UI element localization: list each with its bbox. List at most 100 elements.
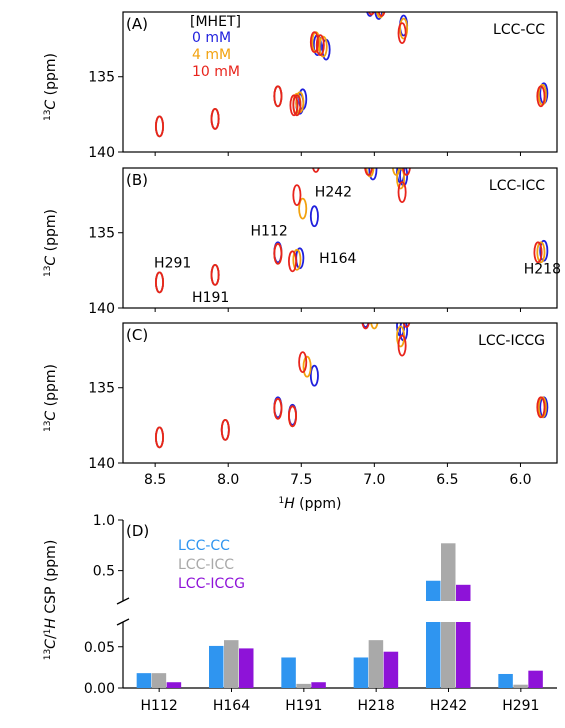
y-tick-label: 1.0 (93, 513, 115, 529)
csp-bar-chart: 0.5 1.0 0.00 0.05 H112 H164 H191 H218 H242 H291 LC… (43, 513, 557, 714)
peak-10-mM (397, 334, 407, 357)
panel-frame (122, 11, 558, 153)
peak-10-mM (210, 108, 220, 130)
bar-LCC-CC-lower (426, 622, 441, 688)
panel-label: (A) (126, 15, 148, 33)
x-tick-label: 7.5 (290, 472, 312, 488)
peak-10-mM (289, 94, 299, 117)
x-tick-label: 8.0 (217, 472, 239, 488)
legend-entry: LCC-CC (178, 538, 230, 554)
y-tick-label: 135 (88, 381, 115, 397)
category-label: H112 (141, 698, 178, 714)
panel-label: (B) (126, 171, 148, 189)
y-axis-label: 13C (ppm) (43, 209, 59, 277)
peak-4-mM (292, 248, 302, 271)
y-axis-label: 13C (ppm) (43, 53, 59, 121)
peak-10-mM (154, 426, 164, 449)
bar-LCC-ICCG-upper (456, 584, 471, 601)
peak-10-mM (287, 250, 297, 273)
panel-frame (122, 167, 558, 309)
panel-annotation: LCC-CC (493, 22, 545, 38)
y-axis-label: 13C (ppm) (43, 364, 59, 432)
peak-10-mM (314, 12, 318, 13)
bar-LCC-CC (353, 657, 369, 688)
peak-10-mM (402, 323, 411, 328)
spectrum-panel-1: 135 140 (B) LCC-ICC 13C (ppm) H242 H112 H291 H16… (43, 167, 561, 317)
peak-10-mM (536, 85, 546, 108)
peak-0-mM (366, 12, 374, 17)
panel-label: (C) (126, 326, 148, 344)
category-label: H291 (502, 698, 539, 714)
peak-10-mM (220, 418, 230, 441)
peak-10-mM (402, 168, 411, 176)
peak-10-mM (273, 85, 283, 108)
bar-LCC-ICCG (383, 651, 399, 688)
bar-LCC-ICC (513, 684, 528, 688)
peak-10-mM (273, 397, 283, 420)
peak-10-mM (298, 351, 308, 374)
peak-10-mM (315, 34, 325, 56)
peak-0-mM (361, 323, 370, 328)
peak-10-mM (364, 168, 373, 176)
residue-label: H112 (251, 224, 288, 240)
peak-0-mM (309, 364, 319, 387)
peaks (154, 168, 549, 294)
bar-LCC-ICC (224, 640, 239, 688)
bar-LCC-ICCG (528, 670, 543, 688)
peak-10-mM (312, 168, 320, 173)
category-label: H164 (213, 698, 250, 714)
peak-10-mM (377, 12, 386, 17)
bar-LCC-ICCG (311, 682, 326, 688)
bar-LCC-ICC (368, 640, 384, 688)
panel-annotation: LCC-ICC (489, 178, 545, 194)
peak-10-mM (154, 271, 164, 294)
residue-label: H218 (524, 261, 561, 277)
legend-title: [MHET] (190, 14, 241, 30)
y-tick-label: 140 (88, 301, 115, 317)
peak-10-mM (309, 31, 319, 53)
residue-label: H291 (154, 255, 191, 271)
y-tick-label: 140 (88, 145, 115, 161)
legend-entry: 0 mM (192, 30, 231, 46)
bar-LCC-ICC-lower (441, 622, 456, 688)
peaks (154, 12, 549, 138)
bar-LCC-CC-upper (426, 580, 441, 601)
peak-10-mM (287, 405, 297, 428)
peak-10-mM (314, 323, 318, 324)
bar-LCC-ICCG-lower (456, 622, 471, 688)
residue-label: H242 (315, 185, 352, 201)
peak-0-mM (368, 168, 378, 181)
bar-LCC-ICCG (166, 682, 182, 688)
x-tick-label: 6.5 (436, 472, 458, 488)
peak-4-mM (391, 168, 401, 176)
peak-10-mM (397, 22, 407, 44)
y-tick-label: 140 (88, 456, 115, 472)
peak-10-mM (292, 184, 302, 207)
peak-10-mM (273, 242, 283, 265)
bar-LCC-ICC (296, 683, 311, 688)
x-tick-label: 8.5 (144, 472, 166, 488)
peak-10-mM (405, 12, 408, 13)
bar-LCC-ICCG (239, 648, 254, 688)
peak-10-mM (536, 396, 546, 419)
spectrum-panel-0: 135 140 (A) LCC-CC 13C (ppm) [MHET]0 mM4 mM10… (43, 11, 558, 161)
category-label: H242 (430, 698, 467, 714)
bar-LCC-CC (498, 673, 513, 688)
y-tick-label: 135 (88, 226, 115, 242)
peak-4-mM (370, 323, 379, 330)
nmr-spectra-panels: 135 140 (A) LCC-CC 13C (ppm) [MHET]0 mM4 mM10… (43, 11, 561, 512)
panel-label: (D) (126, 522, 149, 540)
axis-break-mark (116, 618, 130, 626)
residue-label: H191 (192, 290, 229, 306)
legend-entry: 10 mM (192, 64, 240, 80)
peak-10-mM (533, 241, 543, 264)
peak-10-mM (397, 181, 407, 204)
peak-4-mM (399, 17, 409, 40)
bar-LCC-CC (136, 673, 152, 688)
y-axis-label: 13C/1H CSP (ppm) (43, 540, 59, 661)
peak-10-mM (368, 12, 375, 16)
peak-10-mM (210, 263, 220, 286)
x-axis-label: 1H (ppm) (278, 496, 341, 512)
peak-0-mM (309, 205, 319, 228)
spectrum-panel-2: 135 140 8.5 8.0 7.5 7.0 6.5 6.0 (C) LCC-ICCG 13C (… (43, 322, 558, 512)
